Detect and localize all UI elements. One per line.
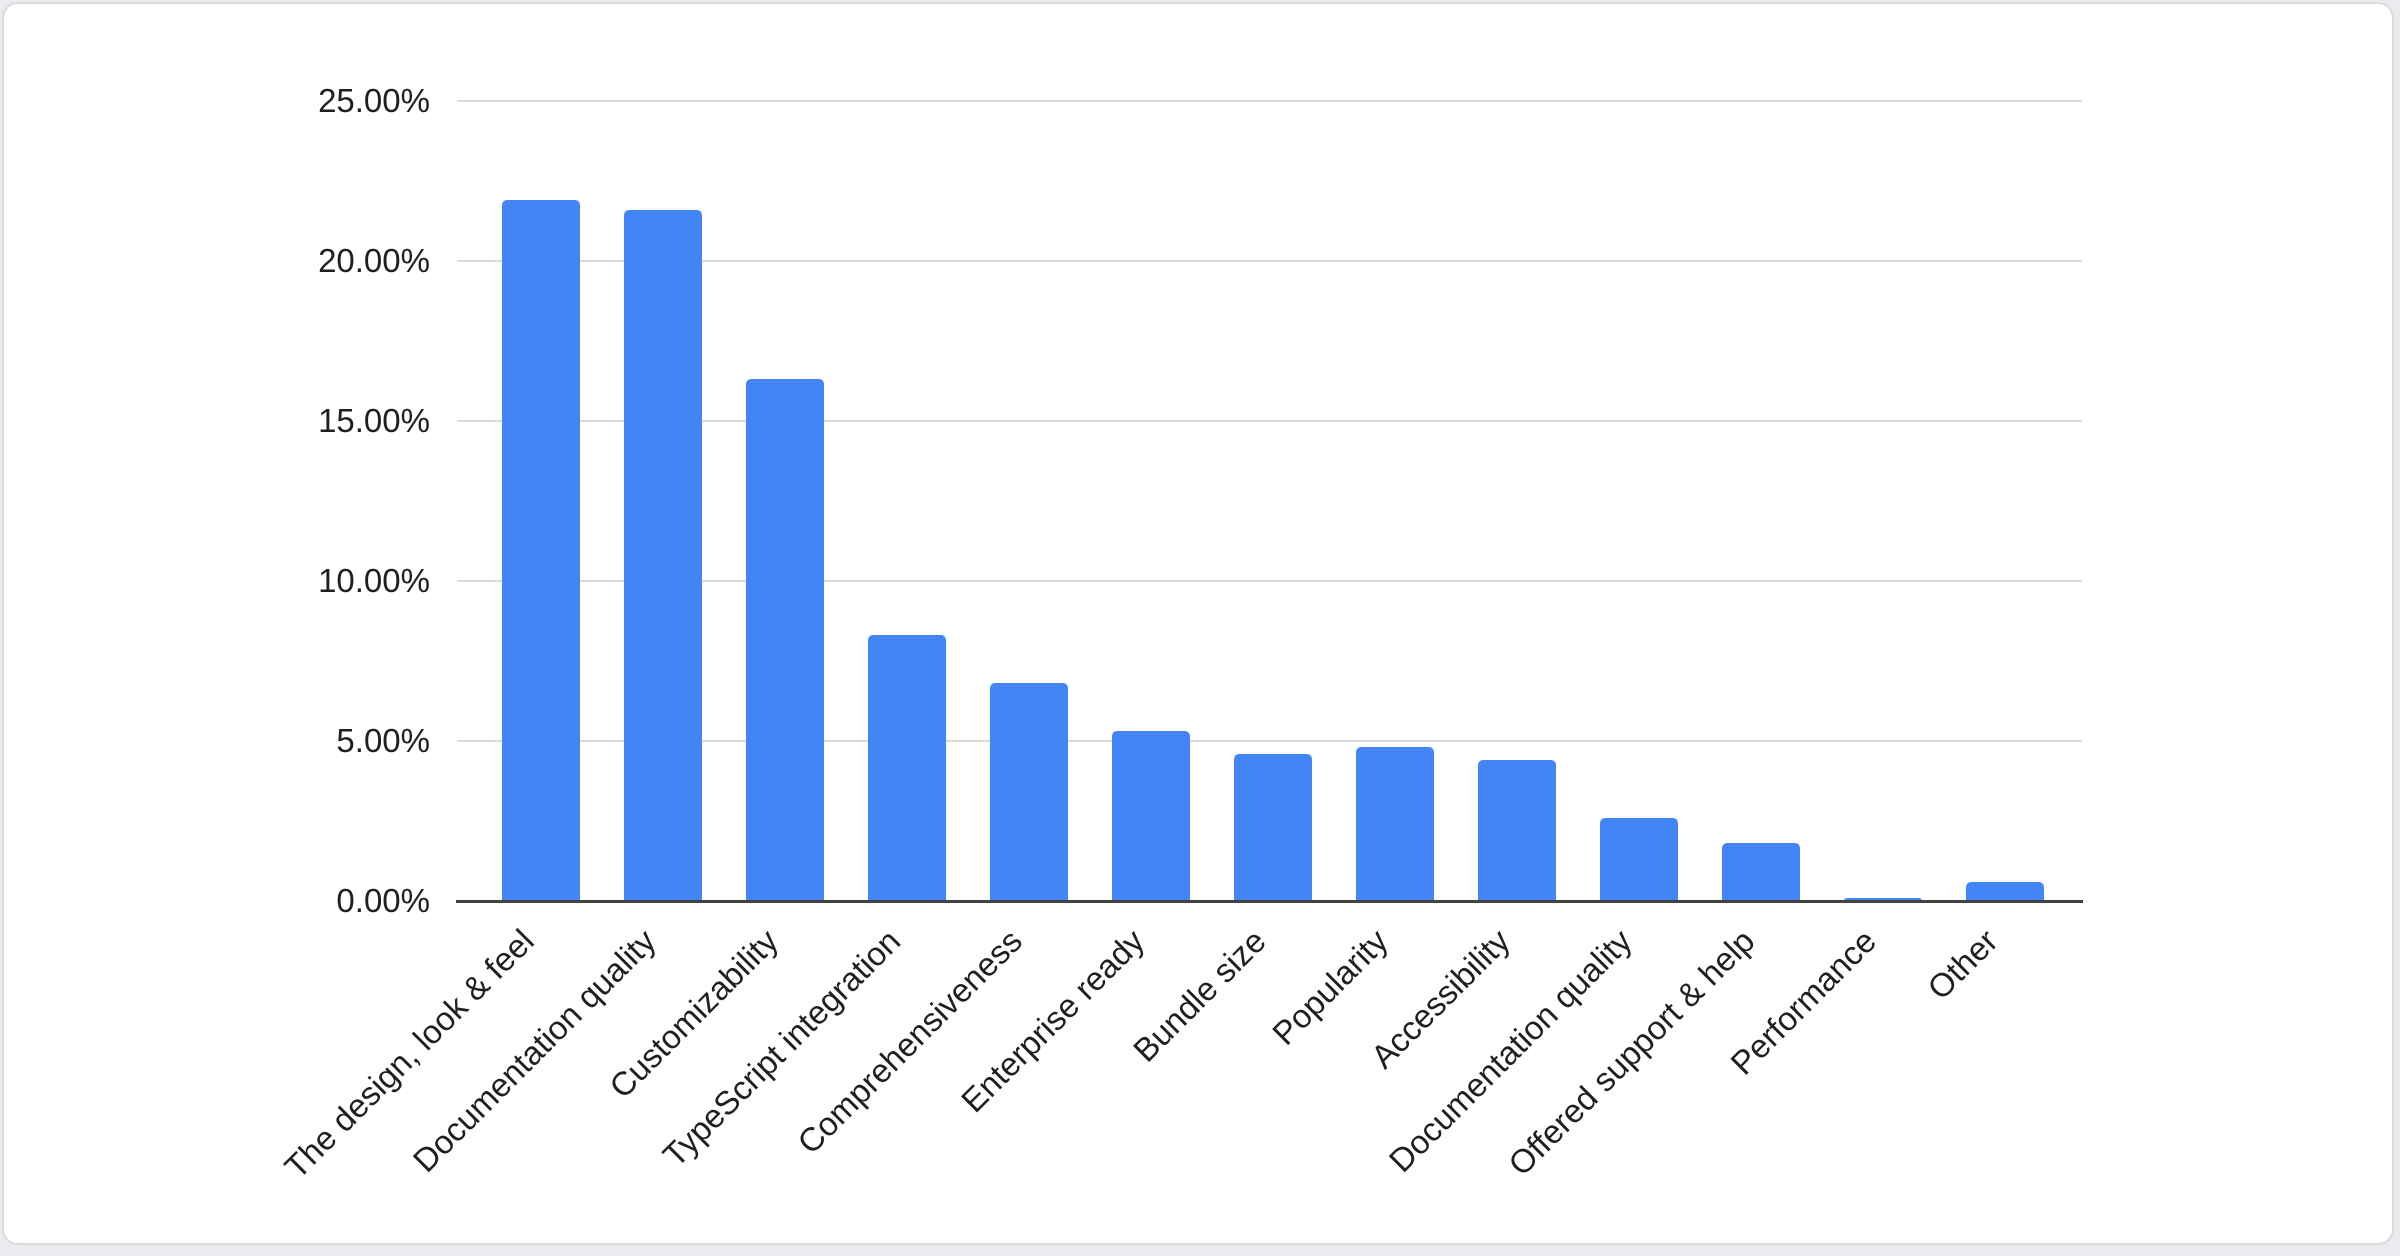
x-axis-category-label: Documentation quality xyxy=(406,922,664,1180)
gridline xyxy=(457,420,2082,422)
bar[interactable] xyxy=(990,683,1068,901)
y-axis-tick-label: 5.00% xyxy=(336,722,430,759)
bar[interactable] xyxy=(868,635,946,901)
gridline xyxy=(457,100,2082,102)
x-axis-category-label: Popularity xyxy=(1265,922,1396,1052)
gridline xyxy=(457,260,2082,262)
bar-chart-plot-area[interactable]: 0.00% 5.00% 10.00% 15.00% 20.00% 25.00% The de… xyxy=(4,4,2392,1243)
y-axis-tick-label: 20.00% xyxy=(318,242,430,279)
x-axis-category-label: Other xyxy=(1920,922,2006,1007)
y-axis-tick-label: 15.00% xyxy=(318,402,430,439)
bar[interactable] xyxy=(1356,747,1434,901)
x-axis-category-label: Documentation quality xyxy=(1382,922,1640,1180)
bar[interactable] xyxy=(1234,754,1312,901)
x-axis-category-label: Bundle size xyxy=(1126,922,1274,1069)
gridline xyxy=(457,740,2082,742)
x-axis-category-label: Comprehensiveness xyxy=(790,922,1030,1161)
bar[interactable] xyxy=(1966,882,2044,901)
y-axis-tick-label: 0.00% xyxy=(336,882,430,919)
bar[interactable] xyxy=(1112,731,1190,901)
bar[interactable] xyxy=(502,200,580,901)
y-axis-tick-label: 25.00% xyxy=(318,82,430,119)
x-axis-category-label: The design, look & feel xyxy=(277,922,542,1186)
x-axis-line xyxy=(456,900,2083,903)
bar[interactable] xyxy=(1844,898,1922,901)
bar[interactable] xyxy=(1478,760,1556,901)
bar[interactable] xyxy=(1600,818,1678,901)
bar[interactable] xyxy=(746,379,824,901)
x-axis-category-label: Offered support & help xyxy=(1500,922,1762,1183)
x-axis-category-label: TypeScript integration xyxy=(655,922,908,1174)
gridline xyxy=(457,580,2082,582)
bar[interactable] xyxy=(1722,843,1800,901)
y-axis-tick-label: 10.00% xyxy=(318,562,430,599)
bar[interactable] xyxy=(624,210,702,901)
